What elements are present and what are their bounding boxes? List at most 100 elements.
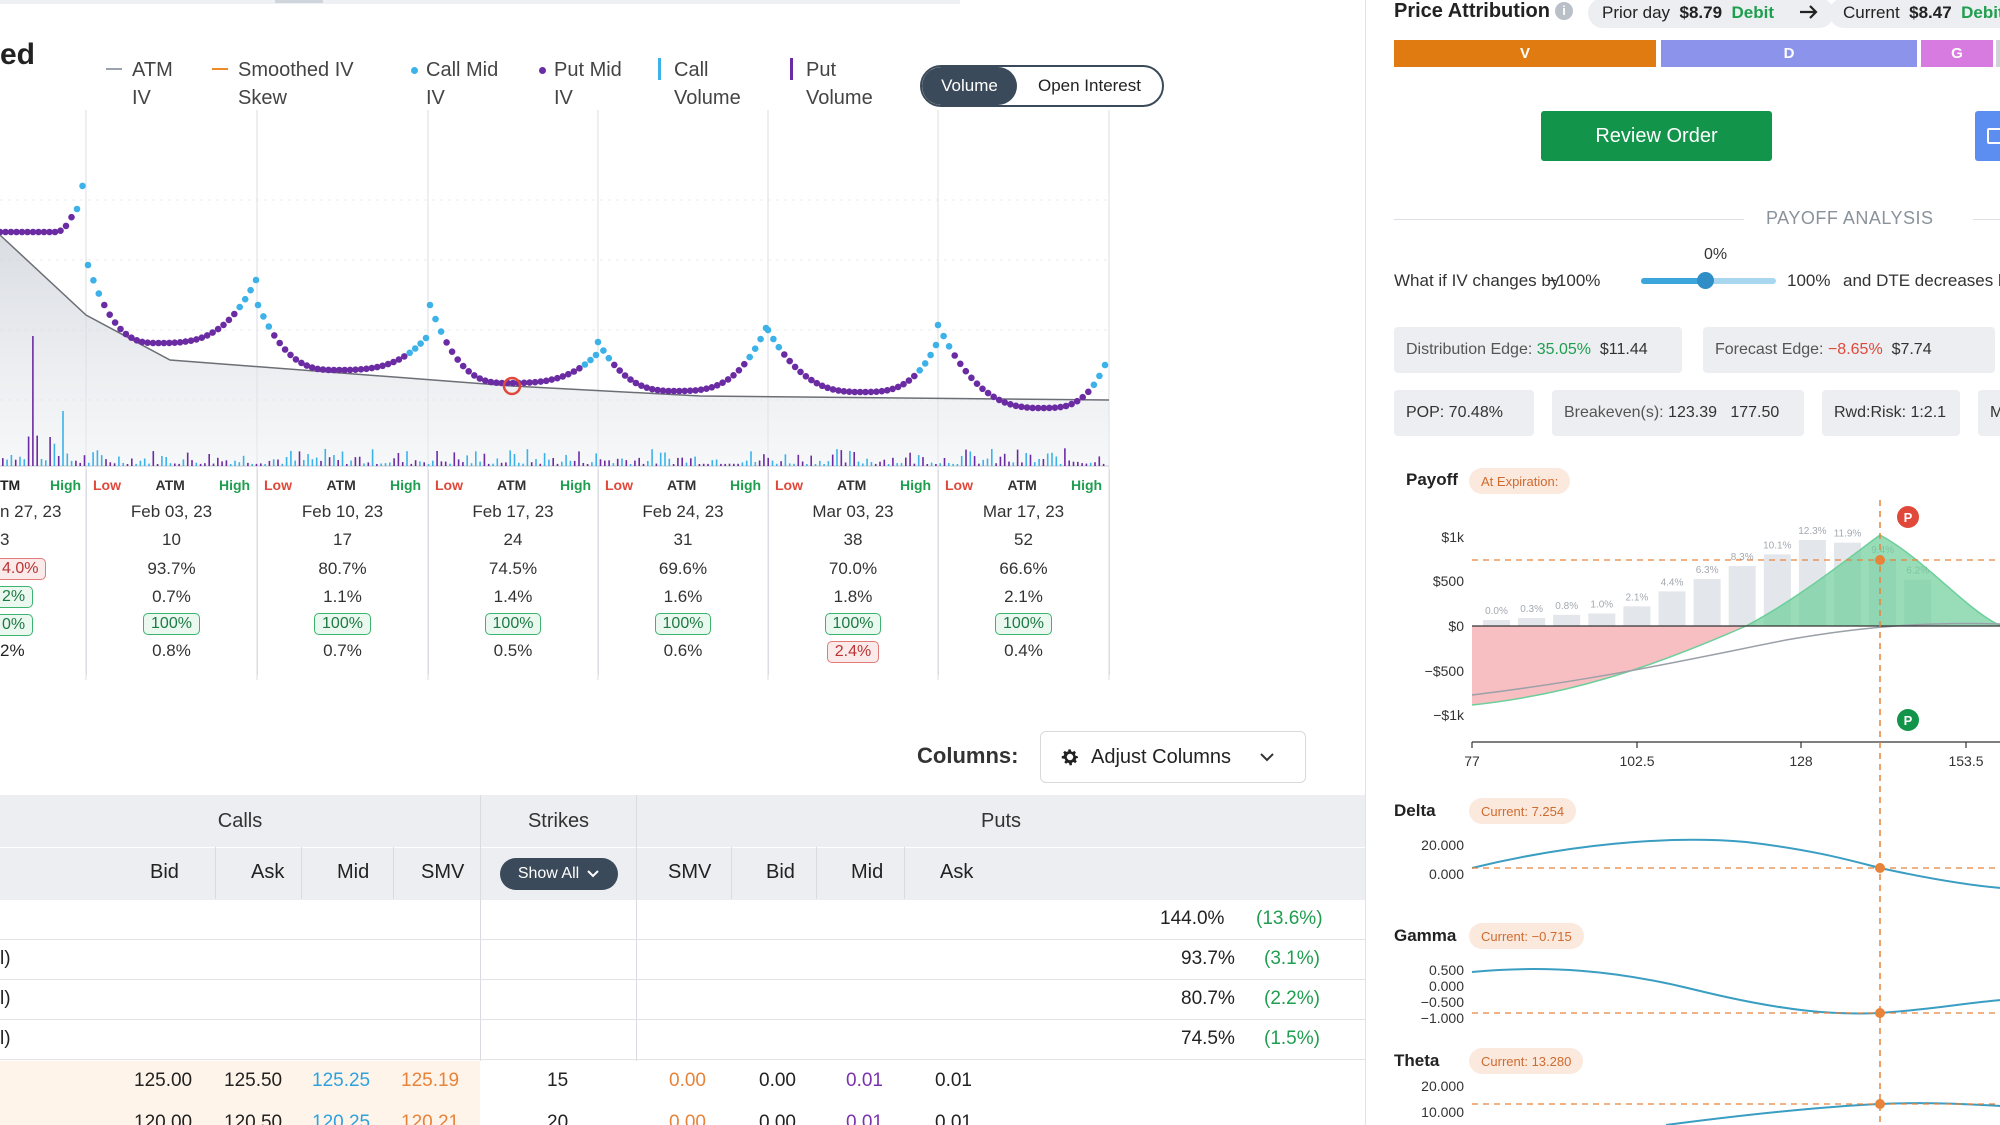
put-bid[interactable]: 0.00 [759, 1070, 796, 1091]
call-ask[interactable]: 125.50 [224, 1070, 283, 1091]
attribution-bar-more[interactable] [1996, 40, 2000, 67]
expiry-summary-row[interactable]: 144.0% (13.6%) [0, 899, 1365, 940]
table-row[interactable]: 120.00 120.50 120.25 120.21 20 0.00 0.00… [0, 1103, 1365, 1125]
volume-bar [70, 460, 73, 466]
call-bid[interactable]: 120.00 [134, 1112, 193, 1125]
col-header-call-mid[interactable]: Mid [337, 861, 370, 883]
expiration-date: Feb 10, 23 [301, 502, 384, 521]
table-divider [636, 795, 637, 1125]
call-bid[interactable]: 125.00 [134, 1070, 193, 1091]
metric-value: 0% [0, 614, 34, 636]
iv-dot [968, 374, 975, 382]
volume-bar [642, 463, 645, 466]
table-row[interactable]: 125.00 125.50 125.25 125.19 15 0.00 0.00… [0, 1061, 1365, 1104]
col-header-put-ask[interactable]: Ask [940, 861, 974, 883]
share-button[interactable] [1975, 111, 2000, 161]
put-bid[interactable]: 0.00 [759, 1112, 796, 1125]
expiry-summary-row[interactable]: l) 74.5% (1.5%) [0, 1019, 1365, 1060]
legend-label-line1: Call Mid [426, 59, 499, 81]
iv-dot [426, 301, 434, 309]
iv-dot [276, 339, 284, 347]
iv-dot [198, 334, 206, 341]
volume-bar [969, 451, 972, 466]
volume-bar [625, 460, 628, 466]
info-icon[interactable]: i [1555, 2, 1573, 20]
iv-dot [252, 276, 260, 284]
iv-dot [341, 366, 349, 374]
marker-p-bottom[interactable] [1897, 709, 1919, 731]
col-header-call-smv[interactable]: SMV [421, 861, 465, 883]
volume-bar [973, 456, 976, 466]
toggle-volume[interactable]: Volume [922, 67, 1017, 105]
prob-bar-label: 1.0% [1590, 600, 1613, 611]
review-order-button[interactable]: Review Order [1541, 111, 1772, 161]
iv-dot [363, 365, 370, 373]
volume-bar [83, 455, 86, 466]
iv-dot [526, 379, 533, 386]
col-header-call-bid[interactable]: Bid [150, 861, 179, 883]
forecast-edge: Forecast Edge: −8.65% $7.74 [1703, 327, 1995, 373]
volume-bar [874, 463, 877, 466]
summary-change: (13.6%) [1256, 908, 1323, 929]
group-label-high: High [50, 477, 82, 493]
last-value: 0.8% [152, 641, 191, 660]
iv-dot [422, 334, 430, 342]
volume-bar [543, 453, 546, 466]
col-header-call-ask[interactable]: Ask [251, 861, 285, 883]
attribution-bar-gamma[interactable]: G [1921, 40, 1993, 67]
dte-change-label: and DTE decreases b [1843, 271, 2000, 290]
atm-iv-fill [0, 235, 1109, 466]
attribution-bar-vega[interactable]: V [1394, 40, 1656, 67]
put-mid[interactable]: 0.01 [846, 1070, 883, 1091]
iv-dot [2, 228, 9, 236]
iv-dot [1073, 397, 1081, 405]
volume-bar [1089, 462, 1092, 466]
volume-bar [505, 462, 507, 466]
volume-bar [290, 450, 292, 466]
col-header-put-mid[interactable]: Mid [851, 861, 884, 883]
expiry-summary-row[interactable]: l) 93.7% (3.1%) [0, 939, 1365, 980]
col-header-put-bid[interactable]: Bid [766, 861, 795, 883]
price-attribution-title: Price Attribution [1394, 0, 1550, 22]
call-ask[interactable]: 120.50 [224, 1112, 283, 1125]
volume-bar [281, 463, 284, 466]
call-mid[interactable]: 120.25 [312, 1112, 371, 1125]
iv-dot [298, 359, 305, 367]
put-ask[interactable]: 0.01 [935, 1070, 972, 1091]
volume-bar [814, 464, 817, 466]
volume-bar [260, 463, 262, 466]
last-value: 0.6% [663, 641, 703, 660]
iv-dot [594, 338, 602, 346]
put-ask[interactable]: 0.01 [935, 1112, 972, 1125]
iv-slider-handle[interactable] [1697, 272, 1714, 289]
show-all-dropdown[interactable]: Show All [499, 858, 618, 890]
volume-bar [182, 459, 185, 466]
prob-bar [1553, 614, 1581, 626]
iv-dot [878, 387, 886, 395]
volume-bar [724, 463, 726, 466]
trade-analysis-panel: Price Attribution i Prior day $8.79 Debi… [1365, 0, 2000, 1125]
at-expiration-badge[interactable]: At Expiration: [1469, 468, 1571, 494]
legend-bar-icon [790, 58, 793, 80]
volume-bar [565, 454, 567, 466]
attribution-bar-delta[interactable]: D [1661, 40, 1917, 67]
col-header-put-smv[interactable]: SMV [668, 861, 712, 883]
expiration-separator [428, 470, 429, 675]
expiry-summary-row[interactable]: l) 80.7% (2.2%) [0, 979, 1365, 1020]
table-divider [480, 795, 481, 1125]
adjust-columns-dropdown[interactable]: Adjust Columns [1040, 731, 1306, 783]
group-label-atm: TM [0, 477, 21, 493]
prob-bar-label: 6.3% [1696, 565, 1719, 576]
volume-bar [328, 457, 331, 466]
put-mid[interactable]: 0.01 [846, 1112, 883, 1125]
marker-p-top[interactable] [1897, 506, 1919, 528]
iv-dot [225, 316, 233, 324]
iv-dot [384, 360, 392, 368]
iv-dot [373, 363, 381, 371]
toggle-open-interest[interactable]: Open Interest [1037, 76, 1141, 95]
strike: 15 [547, 1070, 569, 1091]
volume-bar [831, 454, 834, 466]
iv-dot [303, 362, 311, 369]
iv-dot [621, 372, 629, 379]
call-mid[interactable]: 125.25 [312, 1070, 371, 1091]
